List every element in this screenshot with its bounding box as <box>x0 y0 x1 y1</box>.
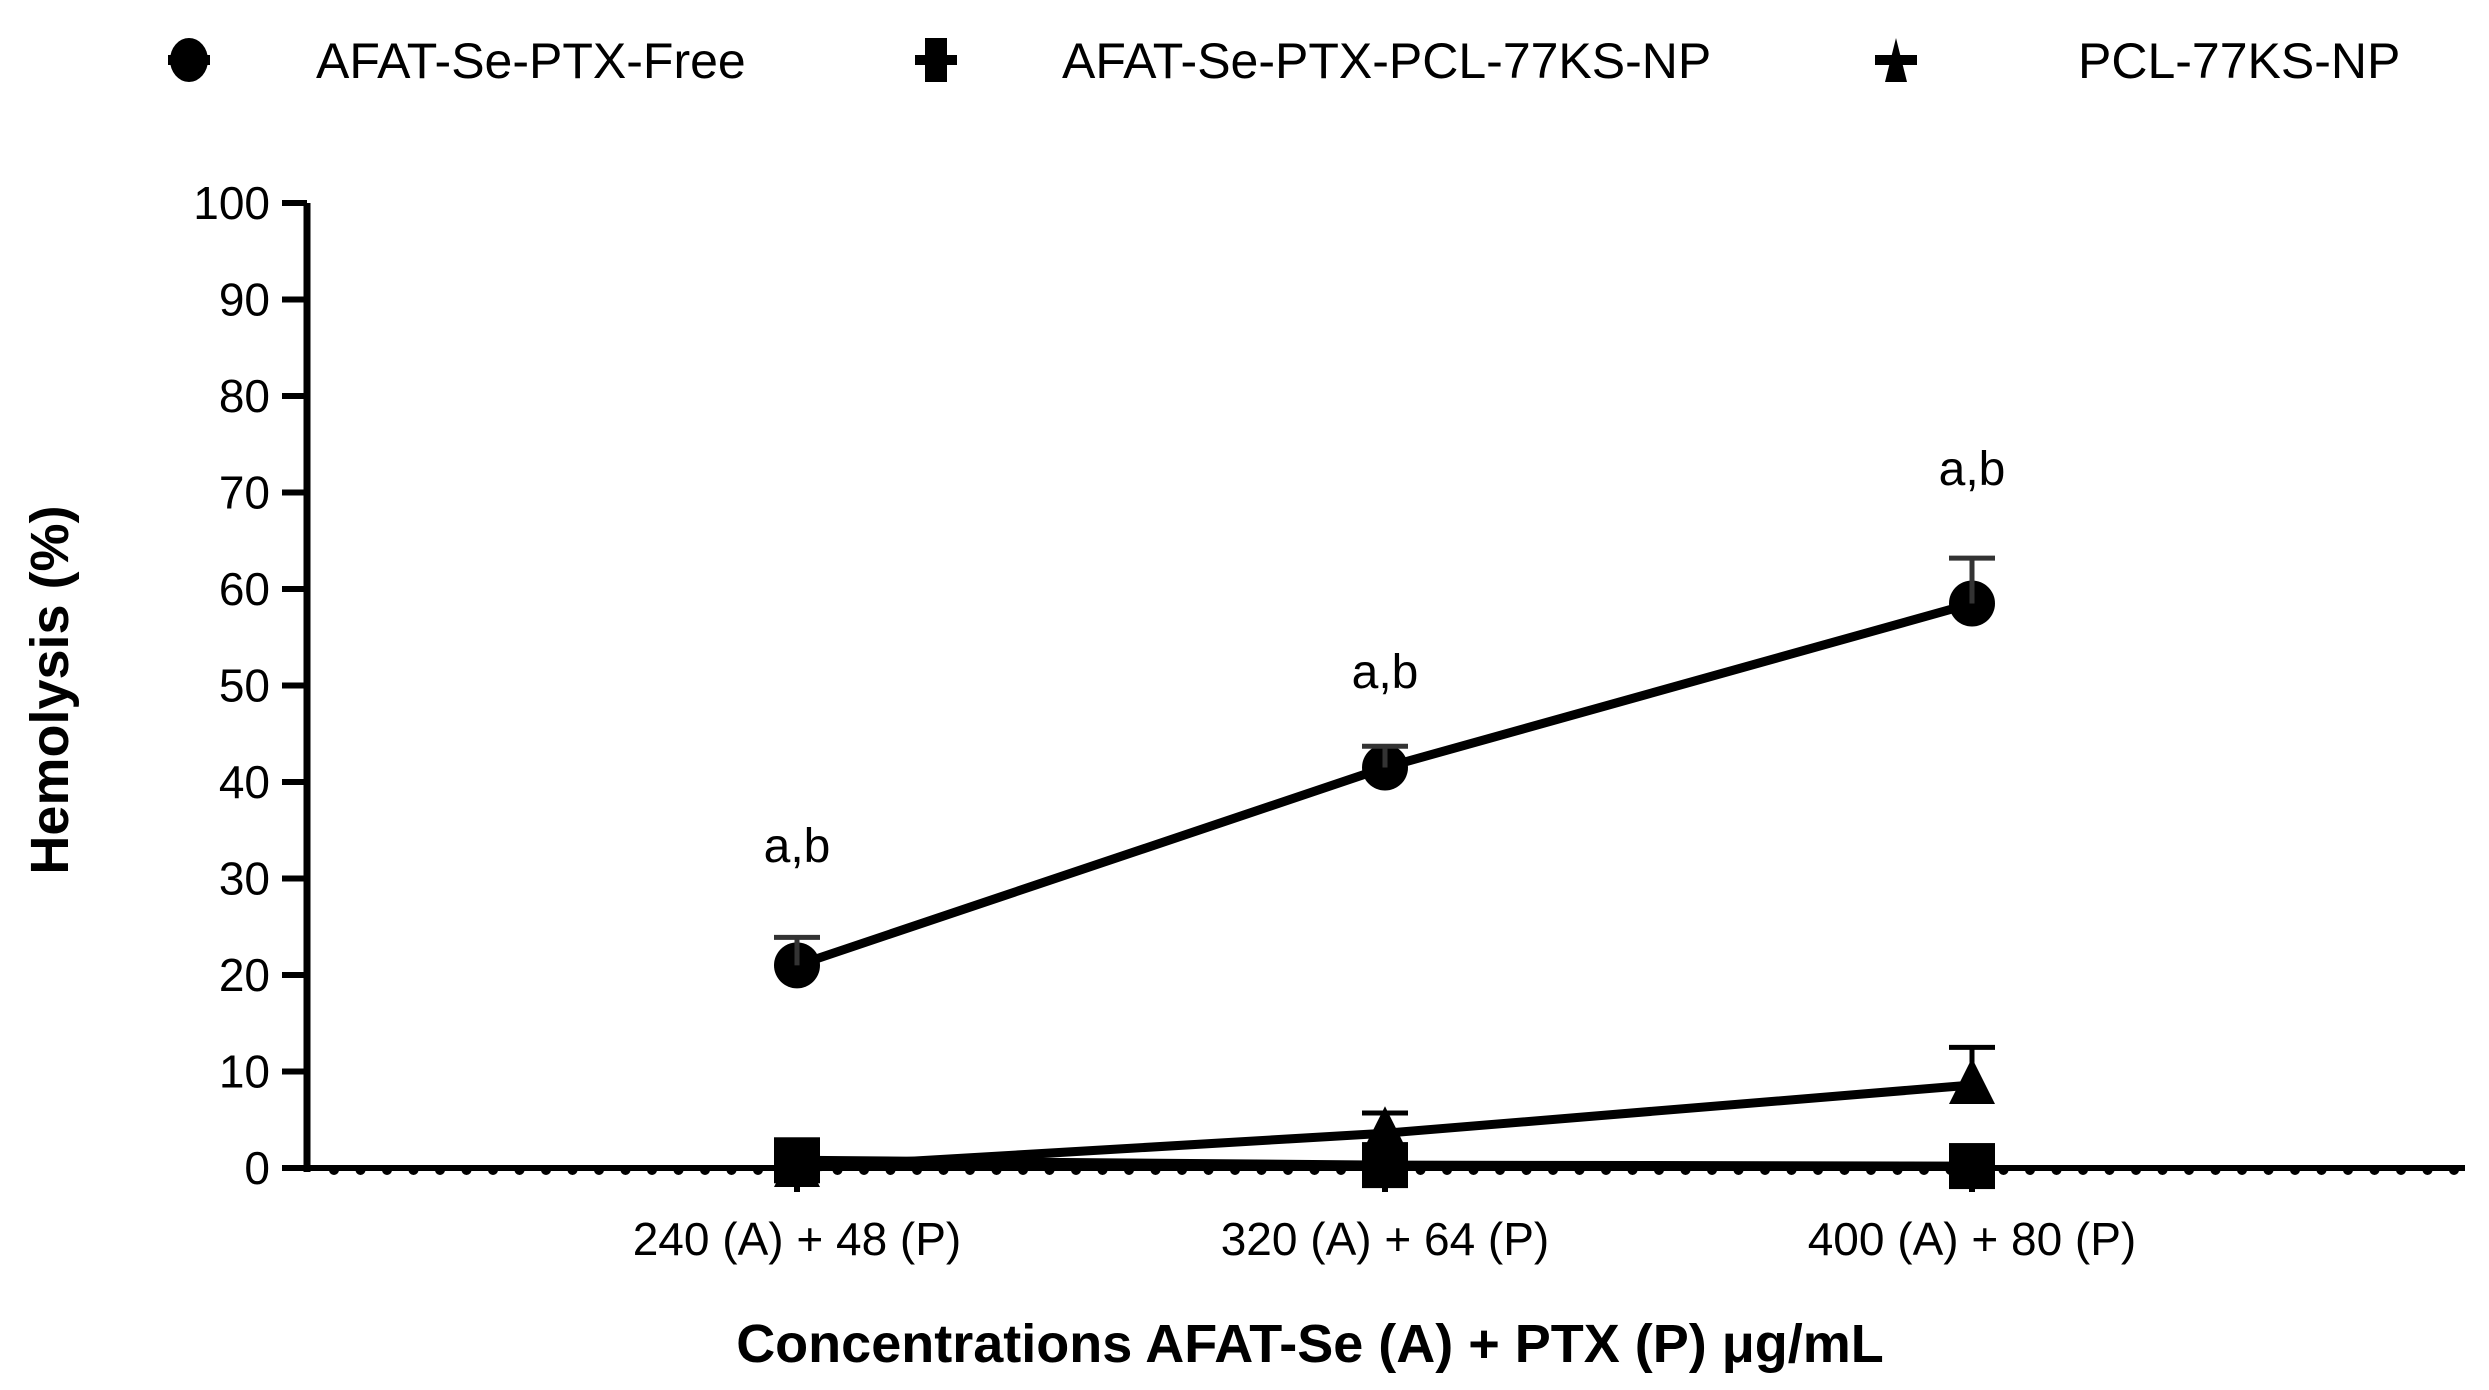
y-tick-label: 100 <box>193 177 270 229</box>
data-point-circle <box>1362 743 1408 791</box>
axis-bead <box>594 1165 604 1175</box>
y-tick-label: 10 <box>219 1046 270 1098</box>
circle-marker-icon <box>168 38 210 82</box>
axis-bead <box>2369 1165 2380 1175</box>
y-axis-title: Hemolysis (%) <box>20 505 80 874</box>
axis-bead <box>461 1165 472 1175</box>
x-tick-label: 240 (A) + 48 (P) <box>633 1213 962 1265</box>
y-tick-label: 50 <box>219 660 270 712</box>
axis-bead <box>2396 1165 2406 1175</box>
axis-bead <box>382 1165 392 1175</box>
axis-bead <box>2290 1165 2300 1175</box>
significance-annotation: a,b <box>1352 646 1419 699</box>
axis-bead <box>2184 1165 2194 1175</box>
axis-bead <box>2025 1165 2035 1175</box>
y-tick-label: 90 <box>219 274 270 326</box>
y-tick-label: 30 <box>219 853 270 905</box>
axis-bead <box>1018 1165 1028 1175</box>
legend-label: AFAT-Se-PTX-Free <box>316 33 746 89</box>
x-tick-label: 320 (A) + 64 (P) <box>1221 1213 1550 1265</box>
axis-bead <box>912 1165 922 1175</box>
axis-bead <box>2316 1165 2327 1175</box>
axis-bead <box>1071 1165 1081 1175</box>
axis-bead <box>700 1165 710 1175</box>
axis-bead <box>2422 1165 2433 1175</box>
legend-item-free: AFAT-Se-PTX-Free <box>168 33 746 89</box>
axis-bead <box>2263 1165 2274 1175</box>
triangle-marker-icon <box>1875 38 1917 82</box>
axis-bead <box>329 1165 339 1175</box>
legend: AFAT-Se-PTX-Free AFAT-Se-PTX-PCL-77KS-NP… <box>168 33 2400 89</box>
legend-label: PCL-77KS-NP <box>2078 33 2400 89</box>
axis-bead <box>2051 1165 2062 1175</box>
axis-bead <box>726 1165 737 1175</box>
y-axis: 0 10 20 30 40 50 60 70 80 90 100 <box>193 177 311 1194</box>
axis-bead <box>885 1165 896 1175</box>
legend-item-np-blank: PCL-77KS-NP <box>1875 33 2400 89</box>
axis-bead <box>355 1165 366 1175</box>
axis-bead <box>647 1165 657 1175</box>
y-tick-label: 70 <box>219 467 270 519</box>
x-tick-label: 400 (A) + 80 (P) <box>1808 1213 2137 1265</box>
axis-bead <box>1998 1165 2009 1175</box>
axis-bead <box>753 1165 763 1175</box>
y-tick-label: 20 <box>219 949 270 1001</box>
legend-label: AFAT-Se-PTX-PCL-77KS-NP <box>1062 33 1711 89</box>
axis-bead <box>938 1165 949 1175</box>
axis-bead <box>2131 1165 2141 1175</box>
axis-bead <box>567 1165 578 1175</box>
axis-bead <box>2157 1165 2168 1175</box>
x-axis-title: Concentrations AFAT-Se (A) + PTX (P) μg/… <box>736 1314 1884 1374</box>
data-point-circle <box>774 934 820 989</box>
axis-bead <box>991 1165 1002 1175</box>
data-point-triangle <box>774 1141 820 1187</box>
axis-bead <box>2343 1165 2353 1175</box>
axis-bead <box>2449 1165 2459 1175</box>
axis-bead <box>620 1165 631 1175</box>
axis-bead <box>673 1165 684 1175</box>
axis-bead <box>2237 1165 2247 1175</box>
significance-annotation: a,b <box>1939 443 2006 496</box>
axis-bead <box>965 1165 975 1175</box>
y-tick-label: 60 <box>219 563 270 615</box>
data-point-square <box>1949 1143 1995 1190</box>
data-point-triangle <box>1949 1044 1995 1105</box>
plot-area: a,b a,b a,b <box>764 443 2006 1190</box>
data-point-triangle <box>1362 1106 1408 1153</box>
axis-bead <box>435 1165 445 1175</box>
legend-item-np-drug: AFAT-Se-PTX-PCL-77KS-NP <box>915 33 1711 89</box>
y-tick-label: 80 <box>219 370 270 422</box>
axis-bead <box>2078 1165 2088 1175</box>
axis-bead <box>1044 1165 1055 1175</box>
axis-bead <box>1097 1165 1108 1175</box>
square-marker-icon <box>915 38 957 82</box>
axis-bead <box>541 1165 551 1175</box>
axis-bead <box>408 1165 419 1175</box>
axis-bead <box>514 1165 525 1175</box>
significance-annotation: a,b <box>764 820 831 873</box>
data-point-circle <box>1949 555 1995 627</box>
y-tick-label: 0 <box>244 1142 270 1194</box>
axis-bead <box>488 1165 498 1175</box>
y-tick-label: 40 <box>219 756 270 808</box>
axis-bead <box>2104 1165 2115 1175</box>
axis-bead <box>2210 1165 2221 1175</box>
